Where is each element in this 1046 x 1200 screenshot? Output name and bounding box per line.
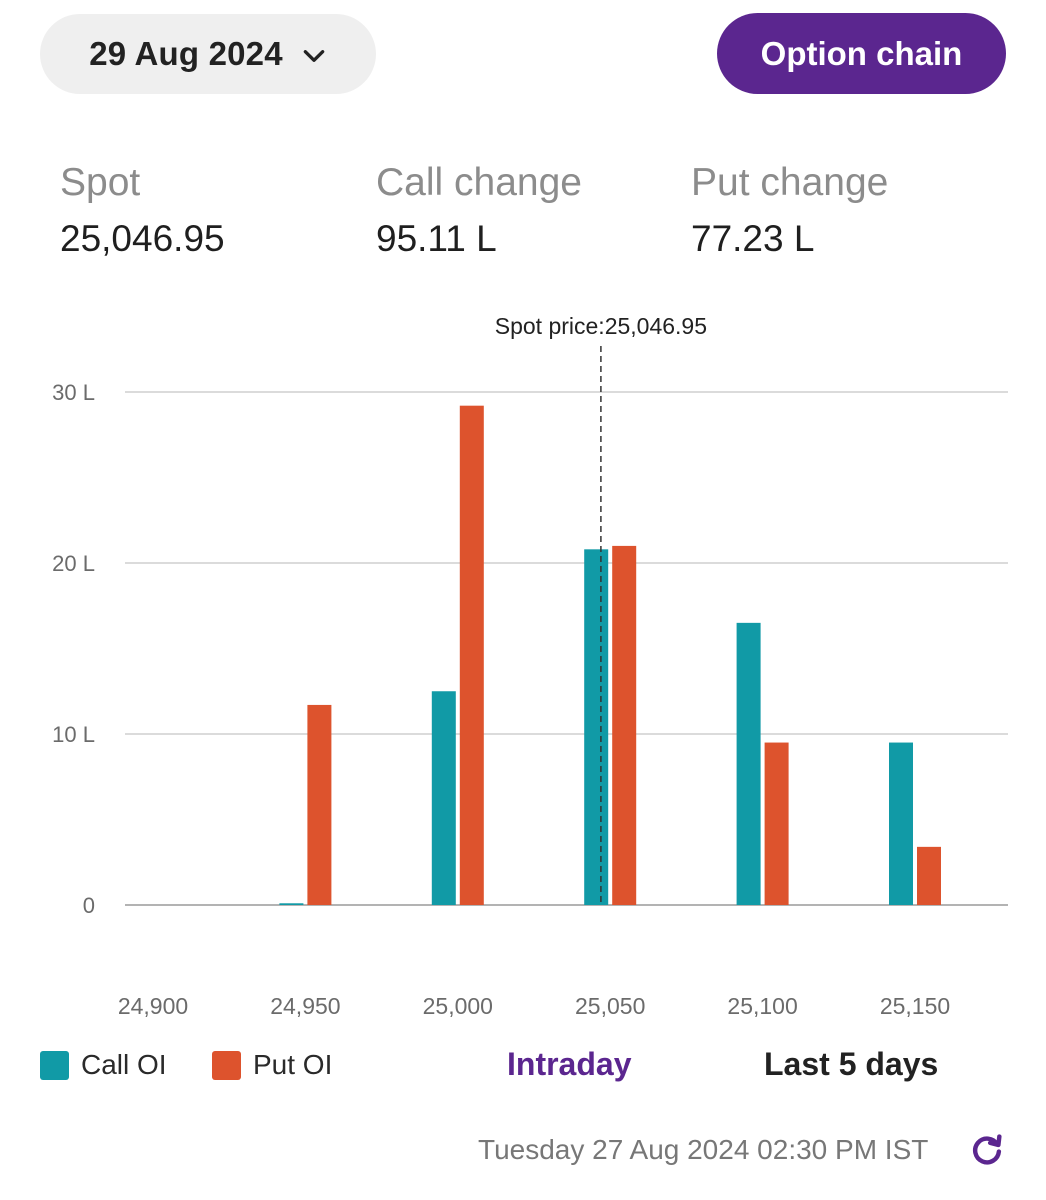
call-oi-swatch bbox=[40, 1050, 69, 1080]
x-tick-label: 25,100 bbox=[727, 993, 797, 1019]
tab-intraday[interactable]: Intraday bbox=[507, 1046, 632, 1082]
x-tick-label: 25,000 bbox=[423, 993, 493, 1019]
spot-value: 25,046.95 bbox=[60, 218, 225, 259]
spot-stat: Spot 25,046.95 bbox=[60, 158, 225, 264]
legend-put-oi: Put OI bbox=[212, 1049, 332, 1081]
expiry-date-dropdown[interactable]: 29 Aug 2024 bbox=[40, 14, 376, 94]
put-oi-swatch bbox=[212, 1050, 241, 1080]
legend-put-label: Put OI bbox=[253, 1049, 333, 1080]
y-tick-label: 0 bbox=[83, 893, 95, 918]
y-tick-label: 20 L bbox=[52, 551, 95, 576]
call-oi-bar bbox=[279, 903, 304, 905]
x-tick-label: 25,050 bbox=[575, 993, 645, 1019]
call-oi-bar bbox=[431, 691, 456, 905]
put-change-label: Put change bbox=[691, 161, 889, 204]
call-oi-bar bbox=[736, 622, 761, 905]
last-updated-timestamp: Tuesday 27 Aug 2024 02:30 PM IST bbox=[478, 1134, 929, 1165]
put-oi-bar bbox=[612, 545, 637, 905]
x-tick-label: 24,900 bbox=[118, 993, 188, 1019]
oi-bar-chart: 0 10 L 20 L 30 L 24,900 24,950 25,000 25,050 25,… bbox=[52, 313, 1008, 1019]
call-change-label: Call change bbox=[376, 161, 582, 204]
call-change-value: 95.11 L bbox=[376, 218, 497, 259]
call-change-stat: Call change 95.11 L bbox=[376, 158, 582, 264]
put-oi-bar bbox=[459, 405, 484, 905]
put-change-value: 77.23 L bbox=[691, 218, 815, 259]
tab-last-5-days[interactable]: Last 5 days bbox=[764, 1046, 939, 1082]
put-oi-bar bbox=[917, 846, 941, 905]
put-oi-bar bbox=[764, 742, 789, 905]
call-oi-bar bbox=[584, 549, 609, 905]
spot-price-label: Spot price:25,046.95 bbox=[495, 313, 707, 339]
x-tick-label: 25,150 bbox=[880, 993, 950, 1019]
expiry-date-text: 29 Aug 2024 bbox=[89, 35, 283, 72]
put-change-stat: Put change 77.23 L bbox=[691, 158, 888, 264]
put-oi-bar bbox=[307, 704, 332, 905]
chevron-down-icon bbox=[303, 50, 325, 62]
legend-call-label: Call OI bbox=[81, 1049, 167, 1080]
x-tick-label: 24,950 bbox=[270, 993, 340, 1019]
legend-call-oi: Call OI bbox=[40, 1049, 167, 1081]
spot-label: Spot bbox=[60, 161, 141, 204]
call-oi-bar bbox=[889, 742, 913, 905]
y-tick-label: 10 L bbox=[52, 722, 95, 747]
refresh-icon[interactable] bbox=[968, 1131, 1006, 1169]
option-chain-button[interactable]: Option chain bbox=[717, 13, 1006, 94]
y-tick-label: 30 L bbox=[52, 380, 95, 405]
